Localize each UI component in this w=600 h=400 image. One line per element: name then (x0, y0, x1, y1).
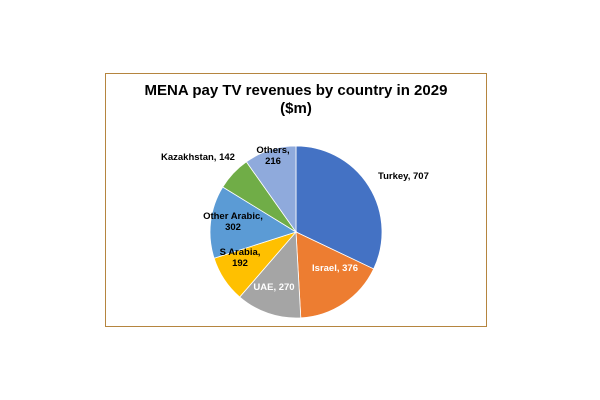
chart-subtitle-text: ($m) (280, 100, 312, 117)
data-label-turkey: Turkey, 707 (378, 171, 429, 182)
pie-slice-uae (239, 230, 302, 319)
pie-slice-turkey (295, 145, 383, 270)
pie-chart: Turkey, 707 Israel, 376 UAE, 270 S Arabia, 1… (161, 145, 429, 319)
pie-slice-israel (295, 231, 375, 319)
data-label-israel: Israel, 376 (312, 263, 358, 274)
chart-title: MENA pay TV revenues by country in 2029 … (106, 82, 486, 118)
chart-title-text: MENA pay TV revenues by country in 2029 (144, 82, 448, 99)
data-label-other-arabic: Other Arabic, 302 (203, 211, 263, 233)
data-label-uae: UAE, 270 (253, 282, 294, 293)
pie-slice-other-arabic (209, 186, 297, 259)
data-label-others: Others, 216 (256, 145, 289, 167)
pie-slice-others (245, 145, 297, 234)
chart-frame: MENA pay TV revenues by country in 2029 … (105, 73, 487, 327)
data-label-s-arabia: S Arabia, 192 (220, 247, 261, 269)
data-label-kazakhstan: Kazakhstan, 142 (161, 152, 235, 163)
